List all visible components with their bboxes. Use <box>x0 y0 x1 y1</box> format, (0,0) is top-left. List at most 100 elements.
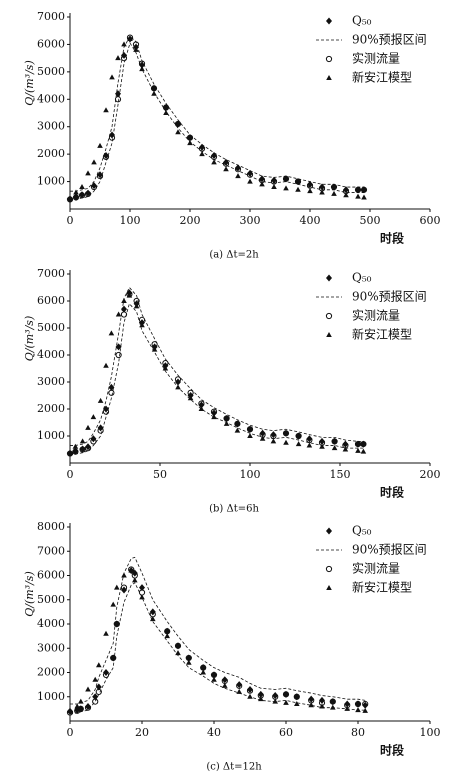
triangle-marker <box>85 686 91 692</box>
triangle-marker <box>73 189 79 195</box>
circle-marker <box>120 311 128 318</box>
y-tick-label: 5000 <box>37 593 65 606</box>
x-tick-label: 0 <box>67 214 74 227</box>
triangle-marker <box>103 362 109 368</box>
triangle-marker <box>247 693 253 699</box>
triangle-marker <box>133 303 140 309</box>
legend-label: 新安江模型 <box>352 580 412 595</box>
circle-marker <box>282 175 290 182</box>
caption: (b) Δt=6h <box>209 504 259 515</box>
triangle-marker <box>200 669 206 675</box>
circle-marker <box>90 183 98 191</box>
y-tick-label: 4000 <box>37 617 65 630</box>
diamond-marker <box>306 435 313 443</box>
diamond-marker <box>221 676 228 684</box>
interval-upper <box>70 556 366 705</box>
diamond-marker <box>115 343 122 351</box>
circle-marker <box>84 445 92 452</box>
x-tick-label: 60 <box>279 726 293 739</box>
triangle-marker <box>235 173 241 179</box>
y-tick-label: 3000 <box>37 641 65 654</box>
diamond-marker <box>342 440 349 448</box>
circle-marker <box>77 705 84 712</box>
diamond-marker <box>91 182 97 190</box>
triangle-marker <box>211 159 217 165</box>
circle-marker <box>174 376 182 383</box>
legend-label: 90%预报区间 <box>352 542 427 557</box>
triangle-marker <box>103 630 109 636</box>
y-tick-label: 4000 <box>37 348 65 361</box>
triangle-marker <box>162 365 169 371</box>
x-tick-label: 20 <box>135 726 149 739</box>
y-tick-label: 6000 <box>37 569 65 582</box>
triangle-marker <box>186 659 192 665</box>
x-tick-label: 150 <box>330 468 351 481</box>
triangle-marker <box>247 433 253 438</box>
circle-marker <box>96 172 104 180</box>
triangle-marker <box>187 140 193 146</box>
circle-marker <box>354 700 362 708</box>
triangle-marker <box>110 601 116 607</box>
circle-marker <box>329 698 336 705</box>
triangle-marker <box>271 184 277 190</box>
triangle-marker <box>108 330 115 336</box>
triangle-marker <box>121 41 127 47</box>
triangle-marker <box>326 332 332 337</box>
diamond-marker <box>211 409 217 417</box>
triangle-marker <box>175 129 181 135</box>
triangle-marker <box>163 110 169 115</box>
triangle-marker <box>79 184 85 190</box>
legend-label: 90%预报区间 <box>352 32 427 47</box>
triangle-marker <box>187 395 194 401</box>
triangle-marker <box>139 594 145 600</box>
triangle-marker <box>361 194 367 200</box>
diamond-marker <box>270 431 277 439</box>
circle-marker <box>360 441 367 448</box>
y-tick-label: 6000 <box>37 294 65 307</box>
interval-lower <box>69 582 366 715</box>
triangle-marker <box>151 90 157 96</box>
diamond-marker <box>92 693 99 701</box>
x-axis-label: 时段 <box>380 231 405 246</box>
triangle-marker <box>74 703 80 709</box>
diamond-marker <box>139 584 145 592</box>
triangle-marker <box>127 35 133 41</box>
x-tick-label: 200 <box>420 468 441 481</box>
circle-marker <box>325 312 333 320</box>
triangle-marker <box>72 443 79 449</box>
triangle-marker <box>121 572 127 578</box>
y-tick-label: 5000 <box>37 65 65 78</box>
triangle-marker <box>164 633 170 639</box>
triangle-marker <box>283 185 289 191</box>
triangle-marker <box>355 193 361 199</box>
circle-marker <box>120 55 128 62</box>
diamond-marker <box>308 695 315 703</box>
triangle-marker <box>283 439 289 445</box>
triangle-marker <box>103 107 109 113</box>
legend-label: 新安江模型 <box>352 327 412 342</box>
triangle-marker <box>114 584 120 590</box>
circle-marker <box>325 55 333 63</box>
legend-label: Q₅₀ <box>352 271 372 285</box>
y-tick-label: 7000 <box>37 267 65 280</box>
x-tick-label: 50 <box>153 468 167 481</box>
circle-marker <box>295 432 302 440</box>
triangle-marker <box>90 414 97 420</box>
x-tick-label: 400 <box>300 214 321 227</box>
diamond-marker <box>97 171 103 179</box>
diamond-marker <box>247 685 253 693</box>
interval-lower <box>69 42 364 202</box>
triangle-marker <box>259 435 266 441</box>
triangle-marker <box>151 346 158 352</box>
legend-label: Q₅₀ <box>352 524 372 538</box>
diamond-marker <box>326 274 332 282</box>
x-tick-label: 80 <box>351 726 365 739</box>
y-tick-label: 7000 <box>37 544 65 557</box>
x-axis-label: 时段 <box>380 485 405 500</box>
interval-lower <box>69 302 364 456</box>
circle-marker <box>102 671 110 679</box>
circle-marker <box>246 171 254 178</box>
triangle-marker <box>223 420 230 426</box>
